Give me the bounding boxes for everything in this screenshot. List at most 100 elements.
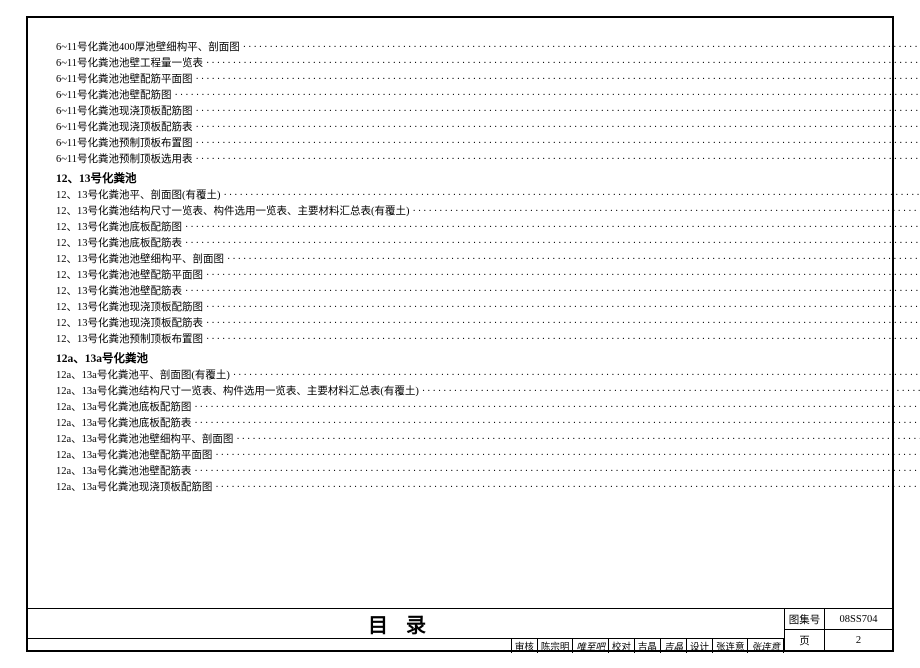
toc-label: 12a、13a号化粪池池壁配筋平面图 bbox=[56, 448, 212, 464]
toc-label: 6~11号化粪池预制顶板选用表 bbox=[56, 152, 193, 168]
toc-line: 6~11号化粪池池壁配筋平面图·························… bbox=[56, 72, 920, 88]
toc-line: 6~11号化粪池池壁工程量一览表························… bbox=[56, 56, 920, 72]
toc-line: 6~11号化粪池400厚池壁细构平、剖面图···················… bbox=[56, 40, 920, 56]
toc-line: 12a、13a号化粪池池壁细构平、剖面图····················… bbox=[56, 432, 920, 448]
toc-leader-dots: ········································… bbox=[185, 284, 920, 300]
credit-name: 张连意 bbox=[713, 639, 749, 653]
footer-page-value: 2 bbox=[825, 630, 892, 650]
toc-label: 6~11号化粪池池壁工程量一览表 bbox=[56, 56, 203, 72]
footer-book-row: 图集号 08SS704 bbox=[785, 609, 892, 630]
toc-leader-dots: ········································… bbox=[227, 252, 920, 268]
toc-leader-dots: ········································… bbox=[194, 464, 920, 480]
toc-label: 12a、13a号化粪池结构尺寸一览表、构件选用一览表、主要材料汇总表(有覆土) bbox=[56, 384, 419, 400]
toc-leader-dots: ········································… bbox=[236, 432, 920, 448]
credit-name: 陈宗明 bbox=[538, 639, 574, 653]
toc-label: 6~11号化粪池现浇顶板配筋图 bbox=[56, 104, 193, 120]
footer-left: 目录 审核陈宗明唯至吧校对吉晶吉晶设计张连意张连意 bbox=[28, 609, 784, 650]
footer-right: 图集号 08SS704 页 2 bbox=[784, 609, 892, 650]
toc-line: 12、13号化粪池底板配筋表··························… bbox=[56, 236, 920, 252]
credit-role: 校对 bbox=[609, 639, 635, 653]
toc-column-left: 6~11号化粪池400厚池壁细构平、剖面图···················… bbox=[56, 40, 920, 598]
toc-line: 12a、13a号化粪池结构尺寸一览表、构件选用一览表、主要材料汇总表(有覆土)·… bbox=[56, 384, 920, 400]
toc-leader-dots: ········································… bbox=[185, 220, 920, 236]
toc-line: 12、13号化粪池现浇顶板配筋表························… bbox=[56, 316, 920, 332]
toc-leader-dots: ········································… bbox=[206, 316, 920, 332]
toc-line: 12、13号化粪池池壁细构平、剖面图······················… bbox=[56, 252, 920, 268]
toc-label: 12a、13a号化粪池平、剖面图(有覆土) bbox=[56, 368, 230, 384]
footer-page-label: 页 bbox=[785, 630, 825, 650]
toc-line: 12a、13a号化粪池池壁配筋平面图······················… bbox=[56, 448, 920, 464]
toc-leader-dots: ········································… bbox=[185, 236, 920, 252]
toc-leader-dots: ········································… bbox=[196, 120, 920, 136]
toc-leader-dots: ········································… bbox=[243, 40, 920, 56]
toc-content: 6~11号化粪池400厚池壁细构平、剖面图···················… bbox=[28, 18, 892, 608]
footer-credits: 审核陈宗明唯至吧校对吉晶吉晶设计张连意张连意 bbox=[28, 639, 784, 653]
toc-line: 12a、13a号化粪池底板配筋图························… bbox=[56, 400, 920, 416]
toc-leader-dots: ········································… bbox=[196, 104, 920, 120]
toc-line: 12a、13a号化粪池底板配筋表························… bbox=[56, 416, 920, 432]
toc-leader-dots: ········································… bbox=[175, 88, 920, 104]
toc-label: 6~11号化粪池池壁配筋图 bbox=[56, 88, 172, 104]
footer-credits-spacer bbox=[28, 639, 512, 653]
toc-label: 12a、13a号化粪池池壁配筋表 bbox=[56, 464, 191, 480]
page-frame: 6~11号化粪池400厚池壁细构平、剖面图···················… bbox=[26, 16, 894, 652]
toc-label: 6~11号化粪池池壁配筋平面图 bbox=[56, 72, 193, 88]
toc-label: 6~11号化粪池400厚池壁细构平、剖面图 bbox=[56, 40, 240, 56]
toc-line: 12、13号化粪池现浇顶板配筋图························… bbox=[56, 300, 920, 316]
toc-line: 6~11号化粪池现浇顶板配筋表·························… bbox=[56, 120, 920, 136]
toc-line: 12、13号化粪池平、剖面图(有覆土)·····················… bbox=[56, 188, 920, 204]
credit-name: 吉晶 bbox=[635, 639, 661, 653]
toc-label: 6~11号化粪池现浇顶板配筋表 bbox=[56, 120, 193, 136]
toc-line: 12a、13a号化粪池平、剖面图(有覆土)···················… bbox=[56, 368, 920, 384]
toc-leader-dots: ········································… bbox=[206, 332, 920, 348]
toc-line: 12、13号化粪池结构尺寸一览表、构件选用一览表、主要材料汇总表(有覆土)···… bbox=[56, 204, 920, 220]
toc-label: 12、13号化粪池平、剖面图(有覆土) bbox=[56, 188, 221, 204]
toc-line: 12a、13a号化粪池池壁配筋表························… bbox=[56, 464, 920, 480]
credit-signature: 张连意 bbox=[748, 639, 784, 653]
toc-label: 12a、13a号化粪池底板配筋表 bbox=[56, 416, 191, 432]
toc-leader-dots: ········································… bbox=[206, 268, 920, 284]
toc-leader-dots: ········································… bbox=[224, 188, 920, 204]
toc-label: 12、13号化粪池现浇顶板配筋图 bbox=[56, 300, 203, 316]
toc-leader-dots: ········································… bbox=[206, 300, 920, 316]
toc-label: 12、13号化粪池池壁细构平、剖面图 bbox=[56, 252, 224, 268]
toc-line: 12、13号化粪池预制顶板布置图························… bbox=[56, 332, 920, 348]
toc-label: 12、13号化粪池底板配筋图 bbox=[56, 220, 182, 236]
toc-line: 6~11号化粪池预制顶板选用表·························… bbox=[56, 152, 920, 168]
toc-leader-dots: ········································… bbox=[194, 416, 920, 432]
toc-leader-dots: ········································… bbox=[196, 152, 920, 168]
toc-label: 6~11号化粪池预制顶板布置图 bbox=[56, 136, 193, 152]
toc-label: 12、13号化粪池结构尺寸一览表、构件选用一览表、主要材料汇总表(有覆土) bbox=[56, 204, 410, 220]
credit-role: 设计 bbox=[687, 639, 713, 653]
footer-title: 目录 bbox=[28, 609, 784, 639]
footer-book-label: 图集号 bbox=[785, 609, 825, 629]
footer: 目录 审核陈宗明唯至吧校对吉晶吉晶设计张连意张连意 图集号 08SS704 页 … bbox=[28, 608, 892, 650]
toc-leader-dots: ········································… bbox=[215, 480, 920, 496]
credit-signature: 吉晶 bbox=[661, 639, 687, 653]
toc-line: 6~11号化粪池池壁配筋图···························… bbox=[56, 88, 920, 104]
toc-label: 12a、13a号化粪池现浇顶板配筋图 bbox=[56, 480, 212, 496]
toc-leader-dots: ········································… bbox=[233, 368, 920, 384]
toc-label: 12a、13a号化粪池底板配筋图 bbox=[56, 400, 191, 416]
toc-leader-dots: ········································… bbox=[413, 204, 920, 220]
toc-label: 12、13号化粪池现浇顶板配筋表 bbox=[56, 316, 203, 332]
toc-leader-dots: ········································… bbox=[194, 400, 920, 416]
toc-label: 12、13号化粪池预制顶板布置图 bbox=[56, 332, 203, 348]
toc-leader-dots: ········································… bbox=[196, 72, 920, 88]
toc-leader-dots: ········································… bbox=[215, 448, 920, 464]
toc-label: 12、13号化粪池池壁配筋平面图 bbox=[56, 268, 203, 284]
toc-line: 12、13号化粪池池壁配筋表··························… bbox=[56, 284, 920, 300]
toc-line: 12a、13a号化粪池现浇顶板配筋图······················… bbox=[56, 480, 920, 496]
toc-leader-dots: ········································… bbox=[196, 136, 920, 152]
toc-leader-dots: ········································… bbox=[422, 384, 920, 400]
toc-section-heading: 12、13号化粪池 bbox=[56, 170, 920, 188]
credit-signature: 唯至吧 bbox=[573, 639, 609, 653]
toc-section-heading: 12a、13a号化粪池 bbox=[56, 350, 920, 368]
toc-line: 12、13号化粪池底板配筋图··························… bbox=[56, 220, 920, 236]
credit-role: 审核 bbox=[512, 639, 538, 653]
footer-page-row: 页 2 bbox=[785, 630, 892, 650]
toc-line: 12、13号化粪池池壁配筋平面图························… bbox=[56, 268, 920, 284]
footer-book-value: 08SS704 bbox=[825, 609, 892, 629]
toc-label: 12a、13a号化粪池池壁细构平、剖面图 bbox=[56, 432, 233, 448]
toc-line: 6~11号化粪池预制顶板布置图·························… bbox=[56, 136, 920, 152]
